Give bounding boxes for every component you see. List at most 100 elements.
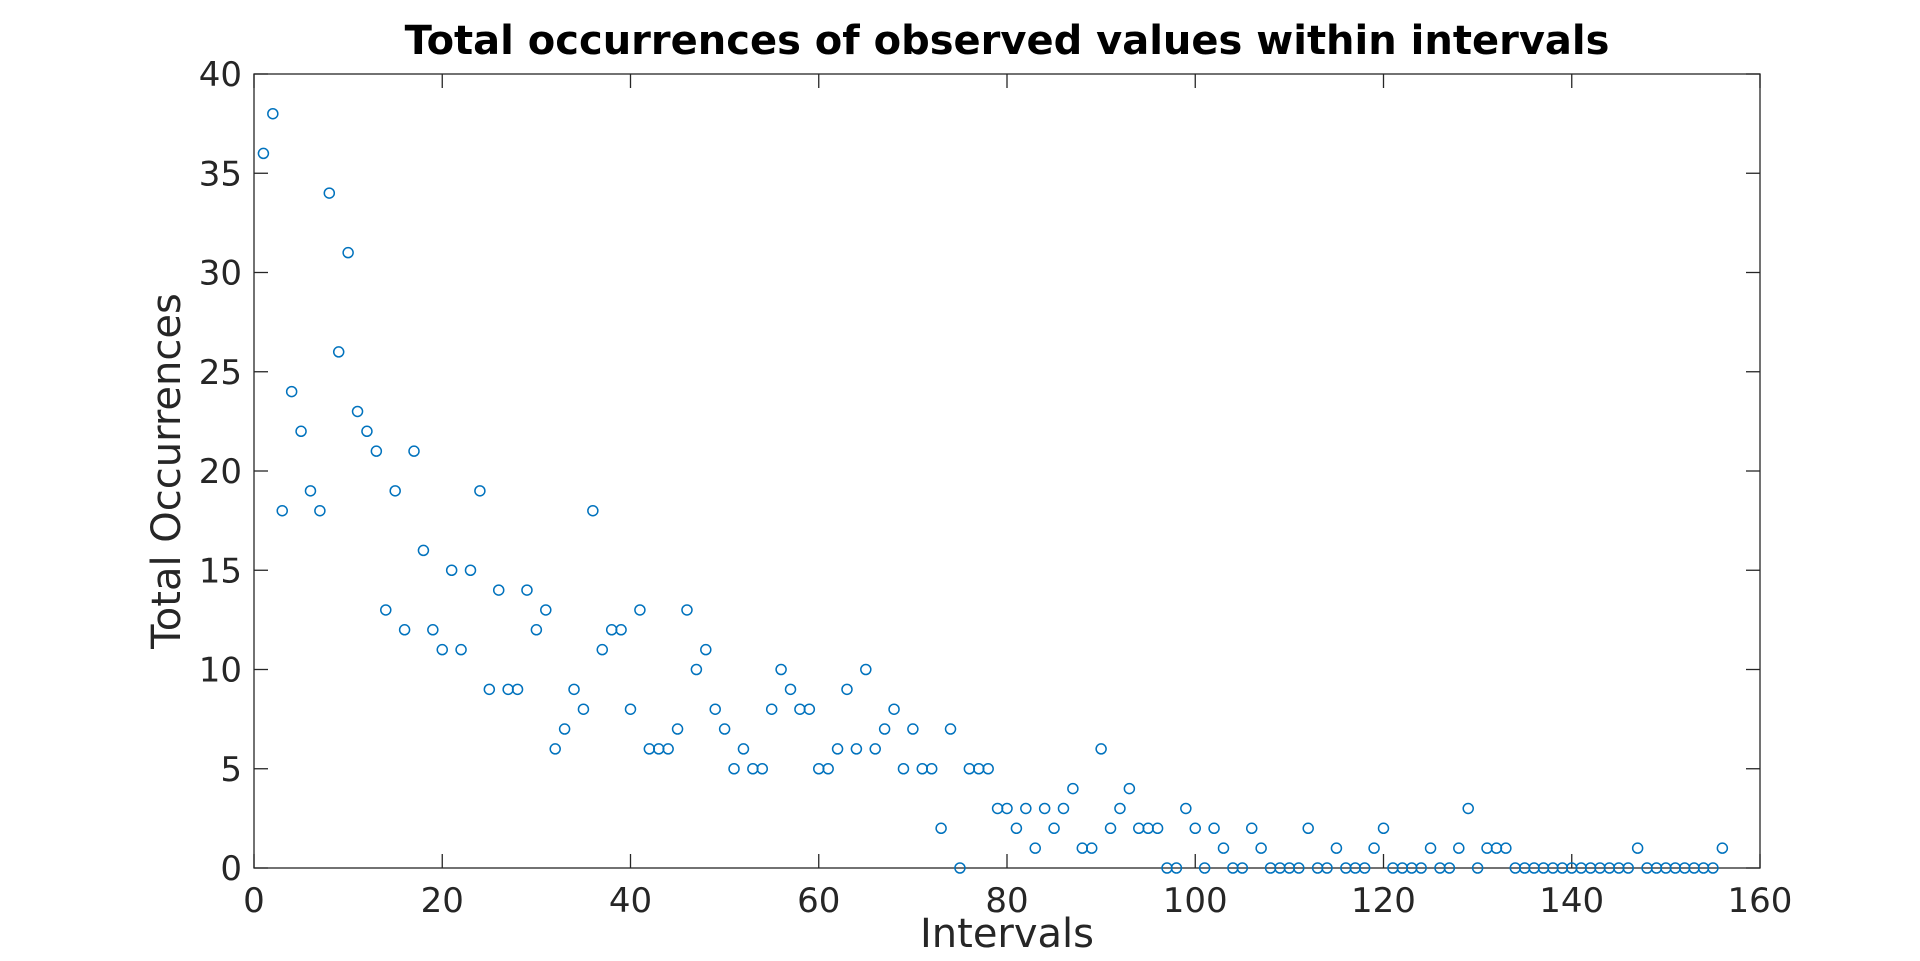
- data-point: [1189, 822, 1201, 835]
- data-point: [323, 187, 336, 199]
- data-point: [841, 683, 853, 696]
- data-point: [577, 703, 590, 715]
- x-tick-label: 60: [797, 881, 840, 921]
- data-point: [540, 604, 552, 616]
- y-tick-label: 35: [199, 154, 242, 194]
- data-point: [342, 246, 354, 259]
- data-point: [1085, 842, 1098, 854]
- data-point: [982, 763, 994, 775]
- data-point: [398, 624, 411, 636]
- data-point: [1038, 802, 1051, 815]
- data-point: [380, 604, 392, 616]
- data-point: [944, 723, 957, 735]
- data-point: [304, 485, 317, 497]
- data-point: [1151, 822, 1164, 835]
- data-point: [351, 405, 364, 418]
- y-tick-label: 10: [199, 651, 242, 691]
- y-tick-label: 40: [199, 55, 242, 95]
- y-tick-label: 5: [220, 750, 242, 790]
- data-point: [1236, 862, 1249, 874]
- y-tick-label: 25: [199, 353, 242, 393]
- data-point: [784, 683, 797, 696]
- data-point: [332, 346, 345, 358]
- data-point: [775, 663, 787, 676]
- data-point: [1358, 862, 1371, 874]
- data-point: [1001, 802, 1013, 815]
- data-point: [935, 822, 947, 835]
- x-tick-label: 40: [609, 881, 652, 921]
- x-tick-label: 100: [1163, 881, 1228, 921]
- data-point: [803, 703, 816, 715]
- data-point: [1217, 842, 1230, 854]
- data-point: [1424, 842, 1437, 854]
- data-point: [737, 743, 750, 755]
- plot-area: [253, 73, 1761, 869]
- data-point: [1048, 822, 1060, 835]
- data-point: [1471, 862, 1484, 874]
- data-point: [370, 445, 383, 457]
- data-point: [1198, 862, 1211, 874]
- x-axis-label: Intervals: [920, 911, 1094, 957]
- data-point: [596, 643, 609, 656]
- data-point: [267, 107, 279, 120]
- data-point: [690, 663, 703, 676]
- y-axis-label: Total Occurrences: [144, 293, 190, 650]
- data-point: [1180, 802, 1192, 815]
- data-point: [408, 445, 420, 457]
- data-point: [1462, 802, 1474, 815]
- data-point: [276, 504, 288, 517]
- data-point: [869, 743, 881, 755]
- data-point: [662, 743, 674, 755]
- data-point: [718, 723, 731, 735]
- data-point: [1293, 862, 1305, 874]
- data-point: [474, 485, 486, 497]
- data-point: [1020, 802, 1032, 815]
- data-point: [878, 723, 891, 735]
- data-point: [860, 663, 872, 676]
- data-point: [1631, 842, 1644, 854]
- data-point: [1010, 822, 1023, 835]
- data-point: [549, 743, 561, 755]
- data-point: [464, 564, 477, 576]
- data-point: [492, 584, 505, 596]
- data-points: [257, 107, 1729, 874]
- data-point: [295, 425, 307, 438]
- data-point: [587, 504, 599, 517]
- y-tick-label: 0: [220, 849, 242, 889]
- data-point: [285, 385, 298, 398]
- data-point: [624, 703, 637, 715]
- x-tick-label: 80: [985, 881, 1028, 921]
- x-tick-label: 120: [1351, 881, 1416, 921]
- data-point: [361, 425, 373, 438]
- data-point: [765, 703, 778, 715]
- data-point: [907, 723, 919, 735]
- data-point: [850, 743, 863, 755]
- data-point: [1104, 822, 1117, 835]
- data-point: [671, 723, 684, 735]
- data-point: [436, 643, 448, 656]
- data-point: [822, 763, 834, 775]
- data-point: [1208, 822, 1220, 835]
- data-point: [257, 147, 270, 160]
- data-point: [511, 683, 524, 696]
- x-tick-label: 160: [1728, 881, 1793, 921]
- y-tick-label: 30: [199, 254, 242, 294]
- data-point: [1377, 822, 1390, 835]
- data-point: [634, 604, 646, 616]
- data-point: [1114, 802, 1126, 815]
- data-point: [417, 544, 430, 557]
- data-point: [756, 763, 769, 775]
- data-point: [1170, 862, 1183, 874]
- x-tick-label: 0: [243, 881, 265, 921]
- data-point: [1330, 842, 1343, 854]
- data-point: [1029, 842, 1041, 854]
- data-point: [314, 504, 326, 517]
- data-point: [530, 624, 543, 636]
- data-point: [568, 683, 580, 696]
- data-point: [1415, 862, 1427, 874]
- data-point: [681, 604, 693, 616]
- data-point: [1443, 862, 1456, 874]
- x-tick-label: 20: [421, 881, 464, 921]
- x-tick-label: 140: [1539, 881, 1604, 921]
- data-point: [1321, 862, 1333, 874]
